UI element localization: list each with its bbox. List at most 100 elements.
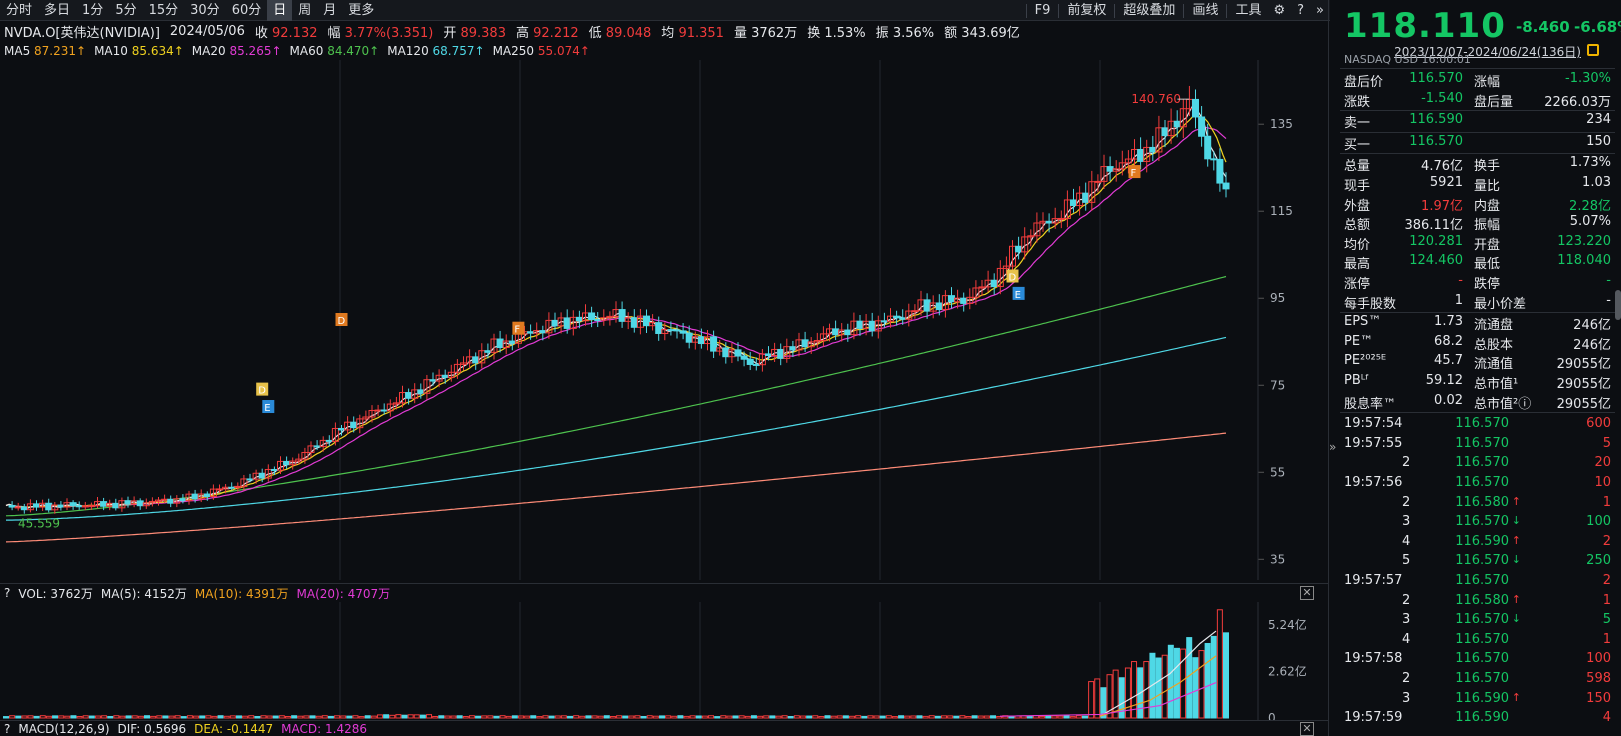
ma5-legend[interactable]: MA5 87.231↑ [4,43,87,58]
volume-bar-up [591,715,598,719]
tick-row: 4 116.570 1 [1340,631,1615,651]
volume-bar-up [579,715,586,719]
help-icon[interactable]: ? [4,586,11,600]
candle-down [484,350,492,353]
candle-down [246,478,254,481]
ma120-legend[interactable]: MA120 68.757↑ [387,43,485,58]
volume-bar-down [1100,687,1107,719]
close-volume-icon[interactable]: ✕ [1300,586,1314,600]
tick-row: 19:57:59 116.590 4 [1340,709,1615,729]
toolbar-item-4[interactable]: 工具 [1235,3,1262,18]
volume-bar-up [321,715,328,719]
period-tab-2[interactable]: 1分 [82,2,104,18]
candle-up [331,427,339,442]
field-label: 总市值¹ [1474,377,1519,392]
tick-row: 19:57:57 116.570 2 [1340,572,1615,592]
field-label: 总股本 [1474,337,1514,353]
volume-bar-up [444,715,451,719]
volume-bar-up [1057,715,1064,719]
volume-bar-up [205,715,212,719]
volume-bar-down [916,715,923,719]
volume-bar-down [456,715,463,719]
candle-down [630,317,638,328]
period-tab-8[interactable]: 周 [298,2,312,18]
symbol-name[interactable]: NVDA.O[英伟达(NVIDIA)] [4,25,160,41]
candle-down [594,319,602,322]
tick-time: 4 [1402,533,1411,549]
expand-icon[interactable]: » [1316,3,1324,18]
field-value: 1.03 [1582,175,1611,190]
lock-icon[interactable] [1587,44,1599,56]
date-range[interactable]: 2023/12/07-2024/06/24(136日) [1394,45,1581,59]
candle-up [545,319,553,334]
candle-up [148,500,156,504]
panel-scrollbar[interactable] [1615,290,1621,320]
candle-down [1045,220,1053,224]
field-label: 涨跌 [1344,94,1371,110]
candle-up [966,296,974,304]
period-tab-10[interactable]: 更多 [348,2,375,18]
volume-bar-up [413,714,420,719]
volume-bar-up [462,715,469,719]
field-value: 118.040 [1557,253,1611,269]
period-tab-4[interactable]: 15分 [148,2,179,18]
candle-up [216,488,223,491]
volume-bar-up [597,715,604,719]
volume-bar-up [193,715,200,719]
candle-up [411,389,419,399]
period-tab-1[interactable]: 多日 [44,2,71,18]
ma60-legend[interactable]: MA60 84.470↑ [289,43,380,58]
period-tab-3[interactable]: 5分 [115,2,137,18]
bid-row[interactable]: 买一 116.570 150 [1340,133,1615,153]
ask-row[interactable]: 卖一 116.590 234 [1340,111,1615,131]
volume-bar-up [628,715,635,719]
volume-bar-down [493,715,500,719]
tick-row: 2 116.580 ↑ 1 [1340,592,1615,612]
tick-price: 116.570 [1455,416,1509,432]
volume-chart[interactable]: 5.24亿 2.62亿 0 [0,602,1328,720]
toolbar-item-1[interactable]: 前复权 [1067,3,1107,18]
collapse-panel-icon[interactable]: » [1329,440,1337,454]
candle-down [313,445,321,448]
tick-time: 4 [1402,631,1411,647]
vol-ma10-line [1099,655,1217,717]
candle-up [1057,217,1065,220]
candle-down [228,486,236,489]
candle-up [783,346,791,359]
toolbar-item-0[interactable]: F9 [1034,3,1051,18]
volume-bar-down [419,714,426,719]
event-marker-label: E [264,403,270,414]
candle-up [819,333,827,342]
period-tab-5[interactable]: 30分 [190,2,220,18]
candle-down [283,460,291,466]
candle-up [1033,222,1041,237]
ma250-legend[interactable]: MA250 55.074↑ [492,43,590,58]
candle-up [606,315,614,319]
close-macd-icon[interactable]: ✕ [1300,722,1314,736]
candle-down [832,328,840,336]
ma20-legend[interactable]: MA20 85.265↑ [191,43,282,58]
toolbar-separator [1114,3,1116,18]
help-icon-macd[interactable]: ? [4,721,11,736]
field-value: 1.73% [1569,155,1611,171]
toolbar-item-3[interactable]: 画线 [1192,3,1219,18]
volume-bar-down [677,715,684,719]
volume-bar-up [818,715,825,719]
tick-time: 2 [1402,494,1411,510]
field-label: 换手 [1474,159,1501,175]
candle-up [996,267,1004,288]
period-tab-7[interactable]: 日 [267,0,293,21]
volume-bar-up [720,715,727,719]
min-price-label: 45.559 [18,516,60,530]
up-arrow-icon: ↑ [1511,494,1521,508]
period-tab-0[interactable]: 分时 [6,2,33,18]
period-tab-6[interactable]: 60分 [231,2,262,18]
ma10-legend[interactable]: MA10 85.634↑ [94,43,184,58]
volume-bar-up [738,715,745,719]
help-icon-toolbar[interactable]: ? [1297,3,1305,18]
settings-icon[interactable]: ⚙ [1273,3,1286,18]
volume-bar-up [27,715,34,719]
period-tab-9[interactable]: 月 [323,2,337,18]
toolbar-item-2[interactable]: 超级叠加 [1123,3,1176,18]
